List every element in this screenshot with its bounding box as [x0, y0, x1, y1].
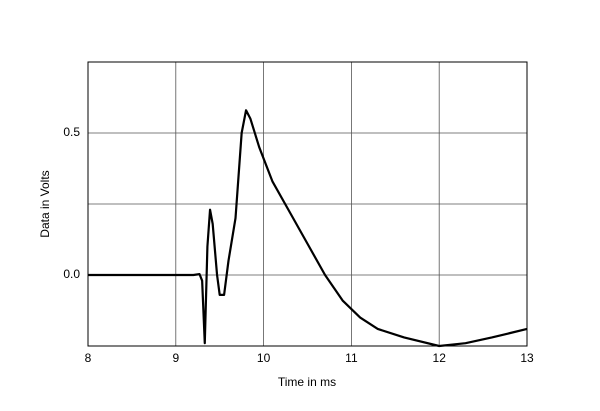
- plot-frame: [87, 61, 528, 347]
- y-tick-label: 0.0: [63, 267, 80, 281]
- y-axis-label: Data in Volts: [38, 170, 52, 237]
- x-tick-label: 9: [172, 351, 179, 365]
- x-tick-label: 13: [520, 351, 534, 365]
- y-tick-label: 0.5: [63, 125, 80, 139]
- x-axis-label: Time in ms: [278, 375, 336, 389]
- x-tick-label: 11: [345, 351, 358, 365]
- x-tick-label: 10: [257, 351, 271, 365]
- x-tick-label: 8: [85, 351, 92, 365]
- data-line: [88, 109, 528, 348]
- x-tick-label: 12: [433, 351, 447, 365]
